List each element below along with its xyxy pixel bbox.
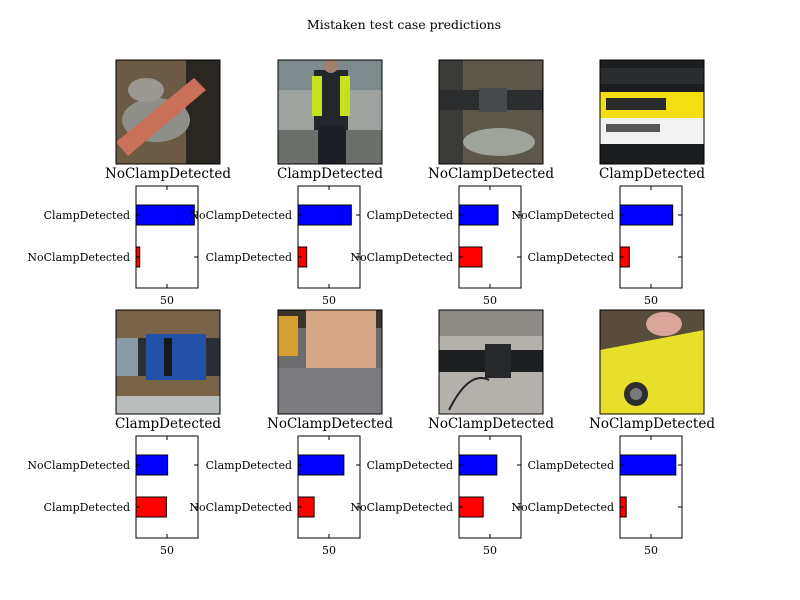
image-label: ClampDetected [115, 416, 221, 432]
x-tick-label: 50 [160, 544, 174, 557]
image-label: ClampDetected [277, 166, 383, 182]
image-label: NoClampDetected [105, 166, 231, 182]
bar [297, 454, 345, 476]
thumbnail-image [599, 309, 705, 415]
bar-axes: ClampDetected NoClampDetected 50 [27, 185, 199, 307]
figure-title: Mistaken test case predictions [307, 17, 501, 32]
category-label: ClampDetected [367, 209, 453, 222]
category-label: ClampDetected [367, 459, 453, 472]
bar [135, 454, 169, 476]
x-tick-label: 50 [322, 294, 336, 307]
thumbnail-image [115, 309, 221, 415]
thumbnail-image [277, 309, 383, 415]
image-label: NoClampDetected [267, 416, 393, 432]
bar [458, 454, 498, 476]
x-tick-label: 50 [644, 294, 658, 307]
x-tick-label: 50 [483, 294, 497, 307]
category-label: NoClampDetected [189, 501, 292, 514]
category-label: ClampDetected [528, 459, 614, 472]
category-label: NoClampDetected [27, 251, 130, 264]
thumbnail-image [438, 309, 544, 415]
thumbnail-image [438, 59, 544, 165]
category-label: NoClampDetected [27, 459, 130, 472]
bar-axes: ClampDetected NoClampDetected 50 [350, 435, 522, 557]
category-label: NoClampDetected [350, 251, 453, 264]
bar-axes: NoClampDetected ClampDetected 50 [189, 185, 361, 307]
bar [297, 204, 352, 226]
bar [458, 204, 499, 226]
x-tick-label: 50 [644, 544, 658, 557]
category-label: NoClampDetected [189, 209, 292, 222]
category-label: ClampDetected [44, 501, 130, 514]
bar-axes: ClampDetected NoClampDetected 50 [350, 185, 522, 307]
image-label: ClampDetected [599, 166, 705, 182]
bar [135, 204, 195, 226]
x-tick-label: 50 [160, 294, 174, 307]
category-label: NoClampDetected [511, 209, 614, 222]
category-label: ClampDetected [206, 459, 292, 472]
category-label: ClampDetected [44, 209, 130, 222]
x-tick-label: 50 [322, 544, 336, 557]
bar-axes: ClampDetected NoClampDetected 50 [189, 435, 361, 557]
bar-axes: NoClampDetected ClampDetected 50 [27, 435, 199, 557]
category-label: ClampDetected [528, 251, 614, 264]
image-label: NoClampDetected [428, 166, 554, 182]
x-tick-label: 50 [483, 544, 497, 557]
thumbnail-image [277, 59, 383, 165]
category-label: NoClampDetected [350, 501, 453, 514]
bar-axes: NoClampDetected ClampDetected 50 [511, 185, 683, 307]
image-label: NoClampDetected [589, 416, 715, 432]
thumbnail-image [115, 59, 221, 165]
bar [619, 454, 677, 476]
thumbnail-image [599, 59, 705, 165]
category-label: ClampDetected [206, 251, 292, 264]
bar-axes: ClampDetected NoClampDetected 50 [511, 435, 683, 557]
category-label: NoClampDetected [511, 501, 614, 514]
bar [135, 496, 167, 518]
image-label: NoClampDetected [428, 416, 554, 432]
bar [619, 204, 674, 226]
